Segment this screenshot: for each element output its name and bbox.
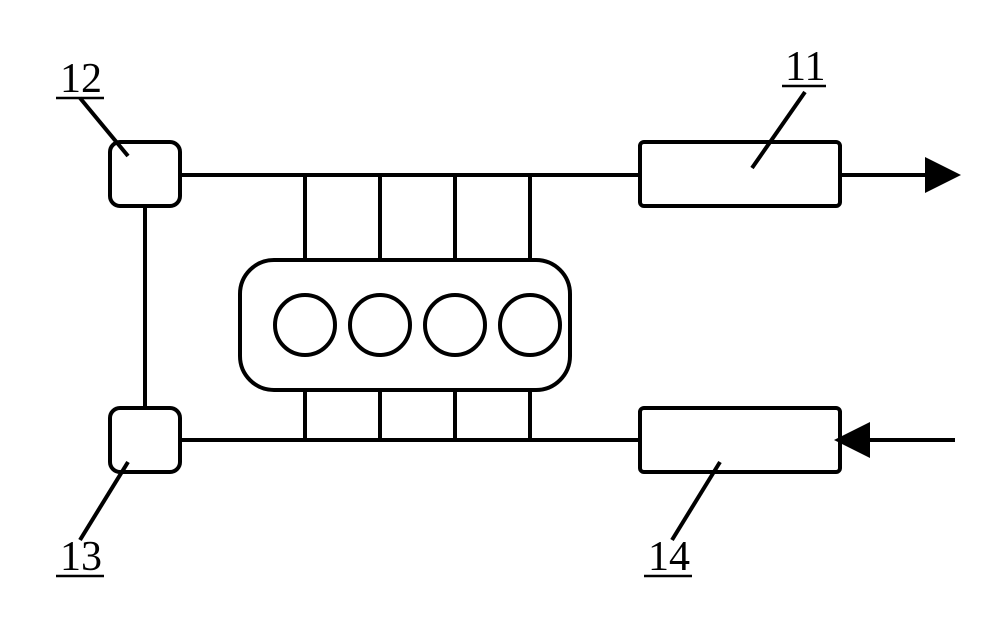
schematic-diagram: 13 12 11 14 [0,0,1000,622]
label-box11: 11 [785,44,825,90]
label-box13: 13 [60,534,102,580]
box-11 [640,408,840,472]
leader-l14 [752,92,805,168]
diagram-layer: 13 12 11 14 [56,44,955,580]
leader-l12 [80,462,128,540]
engine-body [240,260,570,390]
label-box12: 12 [60,56,102,102]
box-14 [640,142,840,206]
cylinder-4 [500,295,560,355]
cylinder-1 [275,295,335,355]
cylinder-3 [425,295,485,355]
label-box14: 14 [648,534,690,580]
cylinder-2 [350,295,410,355]
box-13 [110,142,180,206]
leader-l13 [80,98,128,156]
box-12 [110,408,180,472]
